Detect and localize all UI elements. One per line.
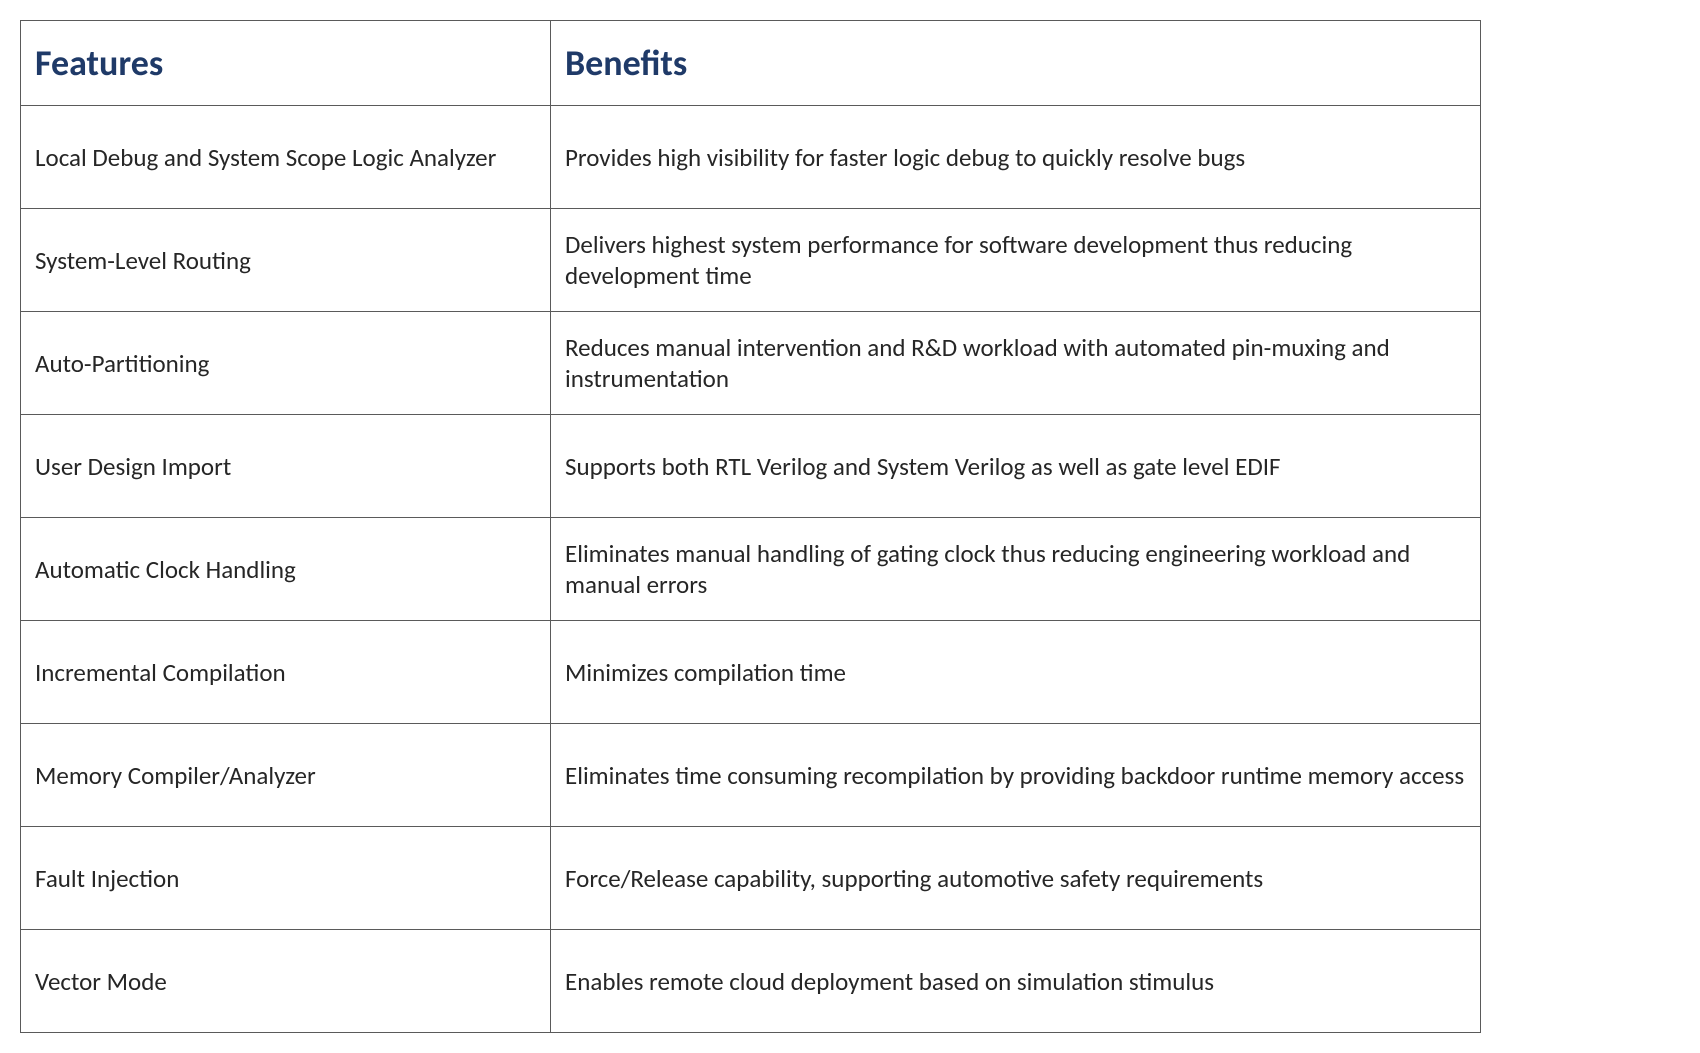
benefit-cell: Provides high visibility for faster logi…	[551, 106, 1481, 209]
feature-cell: Vector Mode	[21, 930, 551, 1033]
feature-cell: Automatic Clock Handling	[21, 518, 551, 621]
benefit-cell: Eliminates manual handling of gating clo…	[551, 518, 1481, 621]
feature-cell: System-Level Routing	[21, 209, 551, 312]
benefit-cell: Minimizes compilation time	[551, 621, 1481, 724]
benefit-cell: Delivers highest system performance for …	[551, 209, 1481, 312]
table-row: User Design Import Supports both RTL Ver…	[21, 415, 1481, 518]
feature-cell: User Design Import	[21, 415, 551, 518]
features-benefits-table: Features Benefits Local Debug and System…	[20, 20, 1481, 1033]
feature-cell: Memory Compiler/Analyzer	[21, 724, 551, 827]
table-row: Fault Injection Force/Release capability…	[21, 827, 1481, 930]
table-header-row: Features Benefits	[21, 21, 1481, 106]
table-row: Local Debug and System Scope Logic Analy…	[21, 106, 1481, 209]
benefit-cell: Force/Release capability, supporting aut…	[551, 827, 1481, 930]
table-row: Memory Compiler/Analyzer Eliminates time…	[21, 724, 1481, 827]
benefit-cell: Supports both RTL Verilog and System Ver…	[551, 415, 1481, 518]
feature-cell: Local Debug and System Scope Logic Analy…	[21, 106, 551, 209]
column-header-benefits: Benefits	[551, 21, 1481, 106]
feature-cell: Incremental Compilation	[21, 621, 551, 724]
table-row: Automatic Clock Handling Eliminates manu…	[21, 518, 1481, 621]
feature-cell: Auto-Partitioning	[21, 312, 551, 415]
table-row: Auto-Partitioning Reduces manual interve…	[21, 312, 1481, 415]
table-row: Incremental Compilation Minimizes compil…	[21, 621, 1481, 724]
benefit-cell: Reduces manual intervention and R&D work…	[551, 312, 1481, 415]
benefit-cell: Eliminates time consuming recompilation …	[551, 724, 1481, 827]
column-header-features: Features	[21, 21, 551, 106]
feature-cell: Fault Injection	[21, 827, 551, 930]
table-row: Vector Mode Enables remote cloud deploym…	[21, 930, 1481, 1033]
benefit-cell: Enables remote cloud deployment based on…	[551, 930, 1481, 1033]
table-row: System-Level Routing Delivers highest sy…	[21, 209, 1481, 312]
